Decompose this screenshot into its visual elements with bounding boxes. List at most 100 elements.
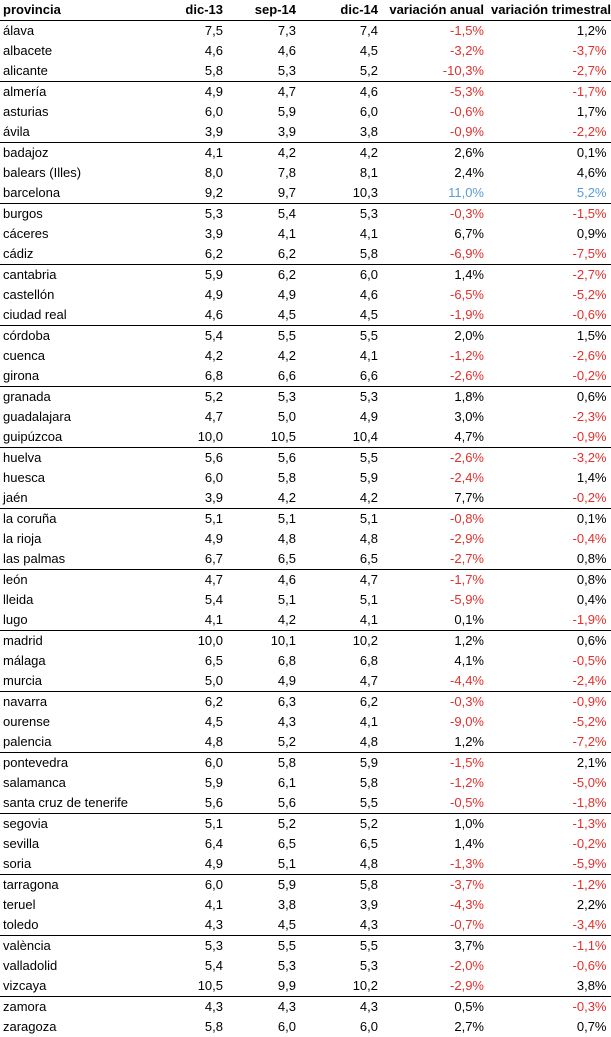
sep-14-cell: 5,6 — [227, 793, 300, 814]
provincia-cell: toledo — [0, 915, 162, 936]
variacion-trimestral-cell: 1,2% — [488, 21, 611, 42]
dic-14-cell: 10,3 — [300, 183, 382, 204]
variacion-trimestral-cell: -1,9% — [488, 610, 611, 631]
sep-14-cell: 4,2 — [227, 346, 300, 366]
dic-13-cell: 3,9 — [162, 488, 227, 509]
variacion-trimestral-cell: -1,2% — [488, 875, 611, 896]
dic-14-cell: 6,0 — [300, 1017, 382, 1037]
variacion-trimestral-cell: -0,2% — [488, 366, 611, 387]
variacion-trimestral-cell: -2,7% — [488, 265, 611, 286]
sep-14-cell: 5,8 — [227, 468, 300, 488]
variacion-anual-cell: 1,0% — [382, 814, 488, 835]
sep-14-cell: 5,4 — [227, 204, 300, 225]
variacion-anual-cell: -0,3% — [382, 204, 488, 225]
dic-13-cell: 6,4 — [162, 834, 227, 854]
provincia-cell: cantabria — [0, 265, 162, 286]
dic-13-cell: 5,0 — [162, 671, 227, 692]
variacion-trimestral-cell: -7,2% — [488, 732, 611, 753]
dic-14-cell: 5,2 — [300, 814, 382, 835]
variacion-anual-cell: -2,9% — [382, 976, 488, 997]
dic-13-cell: 4,2 — [162, 346, 227, 366]
dic-14-cell: 4,3 — [300, 915, 382, 936]
variacion-anual-cell: -5,9% — [382, 590, 488, 610]
sep-14-cell: 4,7 — [227, 82, 300, 103]
variacion-anual-cell: -0,5% — [382, 793, 488, 814]
dic-14-cell: 4,8 — [300, 732, 382, 753]
provincia-cell: lleida — [0, 590, 162, 610]
sep-14-cell: 5,3 — [227, 387, 300, 408]
header-dic-14: dic-14 — [300, 0, 382, 21]
dic-14-cell: 4,2 — [300, 488, 382, 509]
dic-14-cell: 5,5 — [300, 448, 382, 469]
variacion-trimestral-cell: 1,7% — [488, 102, 611, 122]
dic-13-cell: 5,4 — [162, 956, 227, 976]
variacion-trimestral-cell: -3,2% — [488, 448, 611, 469]
dic-13-cell: 5,4 — [162, 590, 227, 610]
sep-14-cell: 4,1 — [227, 224, 300, 244]
variacion-anual-cell: -1,9% — [382, 305, 488, 326]
provincia-cell: navarra — [0, 692, 162, 713]
provincia-cell: huesca — [0, 468, 162, 488]
variacion-trimestral-cell: 0,1% — [488, 509, 611, 530]
dic-14-cell: 5,3 — [300, 387, 382, 408]
variacion-anual-cell: 3,7% — [382, 936, 488, 957]
dic-14-cell: 5,8 — [300, 244, 382, 265]
provincia-cell: albacete — [0, 41, 162, 61]
provincia-cell: jaén — [0, 488, 162, 509]
sep-14-cell: 5,3 — [227, 61, 300, 82]
sep-14-cell: 4,5 — [227, 305, 300, 326]
variacion-anual-cell: 2,7% — [382, 1017, 488, 1037]
provincia-cell: cuenca — [0, 346, 162, 366]
dic-13-cell: 9,2 — [162, 183, 227, 204]
sep-14-cell: 5,0 — [227, 407, 300, 427]
dic-13-cell: 4,9 — [162, 854, 227, 875]
sep-14-cell: 4,6 — [227, 41, 300, 61]
dic-13-cell: 5,9 — [162, 773, 227, 793]
sep-14-cell: 5,9 — [227, 102, 300, 122]
provincia-cell: tarragona — [0, 875, 162, 896]
variacion-anual-cell: 2,0% — [382, 326, 488, 347]
variacion-trimestral-cell: -0,2% — [488, 834, 611, 854]
header-row: provincia dic-13 sep-14 dic-14 variación… — [0, 0, 611, 21]
sep-14-cell: 6,3 — [227, 692, 300, 713]
variacion-trimestral-cell: -0,2% — [488, 488, 611, 509]
sep-14-cell: 6,1 — [227, 773, 300, 793]
variacion-trimestral-cell: -5,2% — [488, 712, 611, 732]
variacion-trimestral-cell: -0,9% — [488, 427, 611, 448]
variacion-trimestral-cell: -1,7% — [488, 82, 611, 103]
variacion-trimestral-cell: -0,6% — [488, 956, 611, 976]
variacion-trimestral-cell: 0,8% — [488, 570, 611, 591]
variacion-trimestral-cell: -0,6% — [488, 305, 611, 326]
dic-13-cell: 4,7 — [162, 407, 227, 427]
variacion-anual-cell: 2,4% — [382, 163, 488, 183]
variacion-trimestral-cell: -0,4% — [488, 529, 611, 549]
dic-13-cell: 4,5 — [162, 712, 227, 732]
header-variacion-trimestral: variación trimestral — [488, 0, 611, 21]
dic-14-cell: 4,1 — [300, 224, 382, 244]
variacion-anual-cell: -9,0% — [382, 712, 488, 732]
sep-14-cell: 6,0 — [227, 1017, 300, 1037]
provincia-cell: ávila — [0, 122, 162, 143]
variacion-anual-cell: -2,6% — [382, 448, 488, 469]
dic-14-cell: 4,8 — [300, 854, 382, 875]
variacion-anual-cell: -1,3% — [382, 854, 488, 875]
